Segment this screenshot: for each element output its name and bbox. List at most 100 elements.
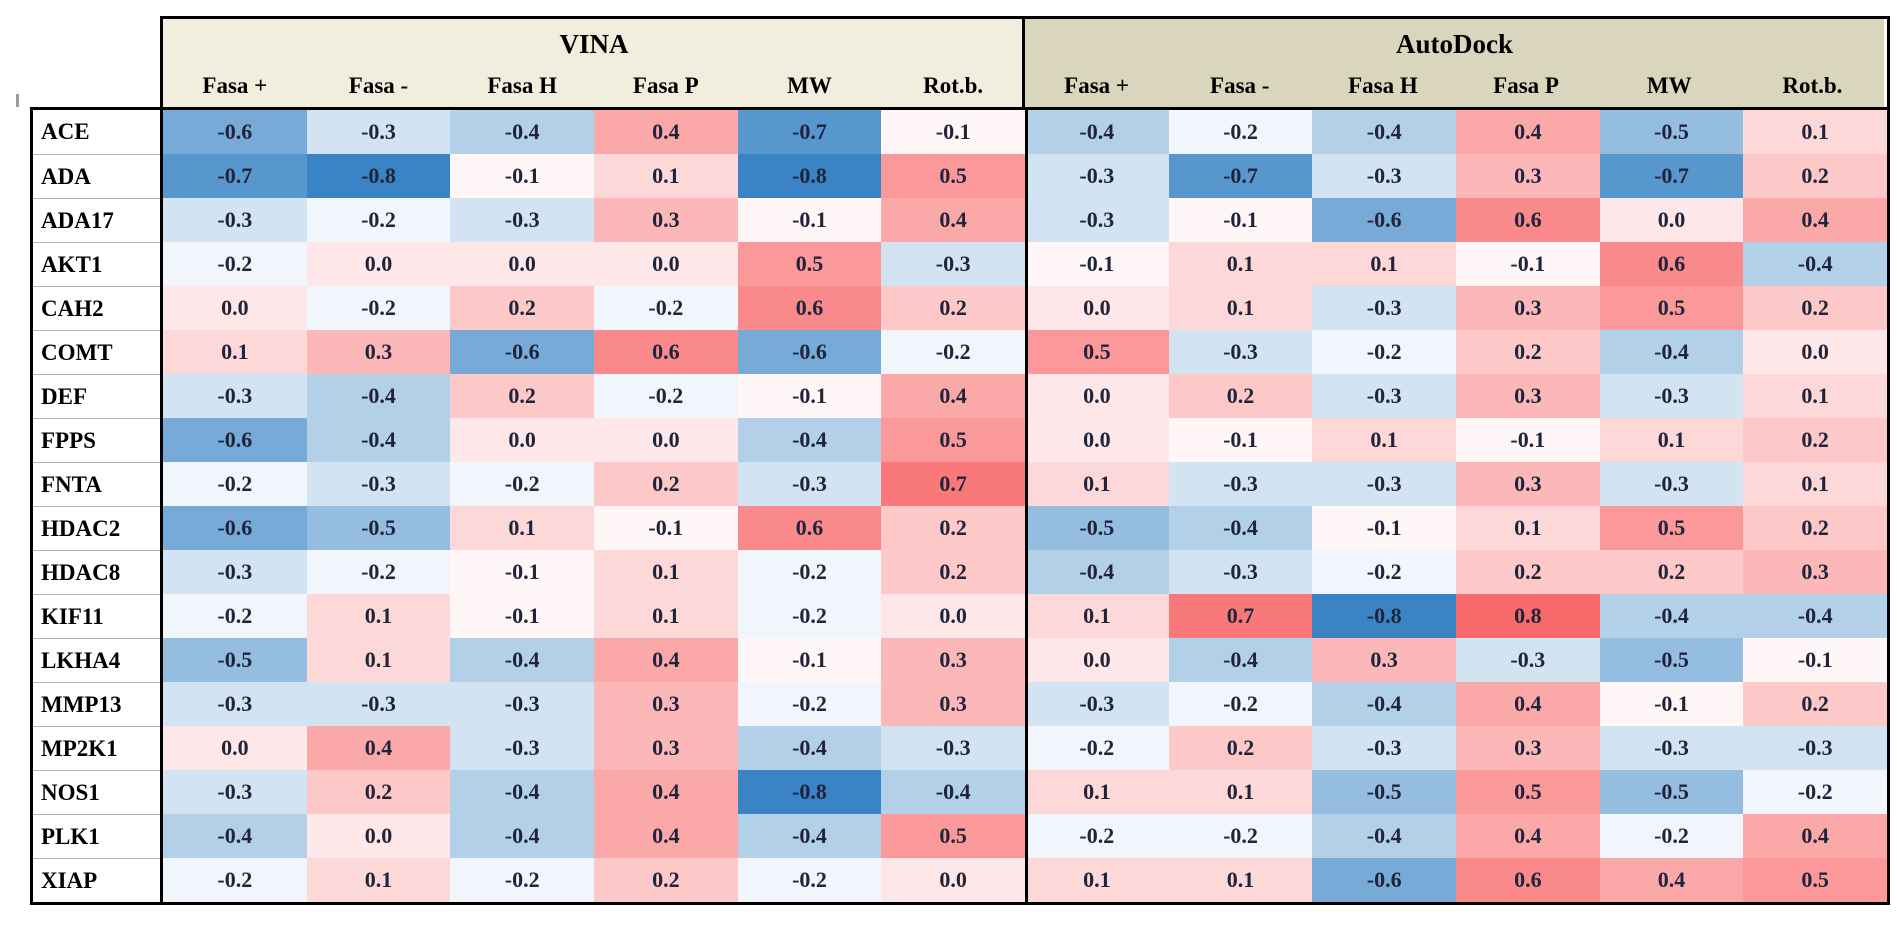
- heatmap-cell: -0.1: [450, 154, 594, 198]
- heatmap-cell: 0.8: [1456, 594, 1600, 638]
- heatmap-cell: 0.6: [1599, 242, 1744, 286]
- heatmap-cell: -0.4: [163, 814, 307, 858]
- heatmap-cell: 0.6: [1456, 198, 1600, 242]
- heatmap-cell: 0.0: [306, 242, 451, 286]
- heatmap-cell: -0.2: [594, 374, 738, 418]
- heatmap-cell: -0.4: [1168, 506, 1313, 550]
- heatmap-cell: -0.2: [306, 286, 451, 330]
- heatmap-cell: -0.2: [1025, 726, 1169, 770]
- heatmap-cell: -0.2: [163, 242, 307, 286]
- heatmap-cell: 0.2: [306, 770, 451, 814]
- heatmap-cell: -0.5: [1025, 506, 1169, 550]
- heatmap-grid: -0.6 -0.3 -0.4 0.4 -0.7 -0.1 -0.4 -0.2 -0.4 0.4 -0…: [163, 110, 1887, 902]
- heatmap-cell: -0.3: [306, 462, 451, 506]
- heatmap-cell: 0.3: [1456, 286, 1600, 330]
- heatmap-cell: -0.4: [1168, 638, 1313, 682]
- heatmap-cell: 0.7: [881, 462, 1025, 506]
- heatmap-cell: -0.3: [1456, 638, 1600, 682]
- heatmap-cell: -0.3: [163, 374, 307, 418]
- heatmap-cell: -0.6: [163, 110, 307, 154]
- metric-header-row-vina: Fasa + Fasa - Fasa H Fasa P MW Rot.b.: [163, 65, 1025, 107]
- data-area: VINA Fasa + Fasa - Fasa H Fasa P MW Rot.b. Au…: [160, 16, 1890, 905]
- heatmap-cell: -0.3: [450, 682, 594, 726]
- metric-label-rot-b: Rot.b.: [923, 73, 984, 98]
- heatmap-cell: -0.6: [163, 418, 307, 462]
- heatmap-cell: 0.1: [306, 858, 451, 902]
- heatmap-cell: 0.5: [1599, 286, 1744, 330]
- group-title-vina: VINA: [559, 29, 629, 59]
- heatmap-cell: 0.5: [881, 814, 1025, 858]
- heatmap-cell: 0.2: [450, 374, 594, 418]
- heatmap-cell: -0.1: [737, 198, 882, 242]
- metric-label-fasa-h: Fasa H: [487, 73, 557, 98]
- heatmap-cell: -0.1: [1168, 418, 1313, 462]
- heatmap-cell: -0.3: [306, 110, 451, 154]
- heatmap-cell: -0.3: [1312, 462, 1456, 506]
- heatmap-cell: -0.2: [1599, 814, 1744, 858]
- row-label-ada: ADA: [33, 154, 160, 198]
- heatmap-cell: -0.3: [1168, 330, 1313, 374]
- row-label-cah2: CAH2: [33, 286, 160, 330]
- heatmap-cell: -0.4: [450, 814, 594, 858]
- heatmap-cell: 0.0: [1025, 374, 1169, 418]
- heatmap-cell: 0.3: [1456, 726, 1600, 770]
- heatmap-cell: -0.4: [1025, 110, 1169, 154]
- heatmap-cell: 0.0: [881, 858, 1025, 902]
- heatmap-cell: 0.0: [594, 242, 738, 286]
- table-header: VINA Fasa + Fasa - Fasa H Fasa P MW Rot.b. Au…: [163, 19, 1887, 110]
- metric-label-fasa: Fasa -: [1210, 73, 1270, 98]
- heatmap-cell: 0.2: [594, 462, 738, 506]
- heatmap-cell: 0.0: [306, 814, 451, 858]
- heatmap-cell: -0.1: [737, 374, 882, 418]
- heatmap-cell: 0.2: [450, 286, 594, 330]
- heatmap-cell: -0.4: [1743, 594, 1887, 638]
- heatmap-cell: 0.2: [1743, 154, 1887, 198]
- heatmap-cell: -0.4: [306, 374, 451, 418]
- heatmap-cell: 0.2: [1168, 726, 1313, 770]
- heatmap-cell: -0.8: [1312, 594, 1456, 638]
- heatmap-cell: -0.2: [737, 682, 882, 726]
- heatmap-cell: 0.5: [881, 154, 1025, 198]
- heatmap-cell: 0.2: [1743, 418, 1887, 462]
- heatmap-cell: -0.3: [1599, 726, 1744, 770]
- heatmap-cell: -0.1: [881, 110, 1025, 154]
- heatmap-cell: -0.4: [737, 726, 882, 770]
- row-label-comt: COMT: [33, 330, 160, 374]
- row-label-mp2k1: MP2K1: [33, 726, 160, 770]
- heatmap-cell: 0.6: [737, 286, 882, 330]
- heatmap-cell: 0.1: [1025, 770, 1169, 814]
- row-label-mmp13: MMP13: [33, 682, 160, 726]
- heatmap-cell: 0.4: [1456, 814, 1600, 858]
- heatmap-cell: 0.4: [594, 110, 738, 154]
- heatmap-cell: -0.3: [737, 462, 882, 506]
- heatmap-cell: -0.4: [1312, 814, 1456, 858]
- heatmap-cell: 0.2: [1743, 506, 1887, 550]
- heatmap-cell: 0.5: [1025, 330, 1169, 374]
- heatmap-cell: -0.1: [1456, 418, 1600, 462]
- heatmap-cell: 0.1: [306, 594, 451, 638]
- heatmap-cell: 0.3: [1312, 638, 1456, 682]
- heatmap-cell: 0.2: [1743, 286, 1887, 330]
- heatmap-cell: -0.4: [737, 418, 882, 462]
- row-label-ace: ACE: [41, 119, 90, 144]
- row-label-akt1: AKT1: [33, 242, 160, 286]
- heatmap-cell: 0.0: [1743, 330, 1887, 374]
- heatmap-cell: 0.3: [1743, 550, 1887, 594]
- heatmap-cell: 0.0: [1025, 286, 1169, 330]
- row-label-fnta: FNTA: [33, 462, 160, 506]
- heatmap-cell: -0.6: [163, 506, 307, 550]
- heatmap-cell: 0.3: [594, 682, 738, 726]
- heatmap-cell: 0.6: [1456, 858, 1600, 902]
- heatmap-cell: -0.4: [450, 110, 594, 154]
- heatmap-cell: -0.1: [1168, 198, 1313, 242]
- corner-tick: [16, 94, 19, 107]
- row-label-hdac2: HDAC2: [33, 506, 160, 550]
- metric-label-mw: MW: [787, 73, 832, 98]
- heatmap-cell: -0.3: [1312, 286, 1456, 330]
- heatmap-cell: 0.4: [594, 814, 738, 858]
- heatmap-cell: 0.3: [306, 330, 451, 374]
- heatmap-cell: 0.3: [594, 198, 738, 242]
- heatmap-cell: 0.2: [1168, 374, 1313, 418]
- heatmap-cell: 0.4: [1743, 198, 1887, 242]
